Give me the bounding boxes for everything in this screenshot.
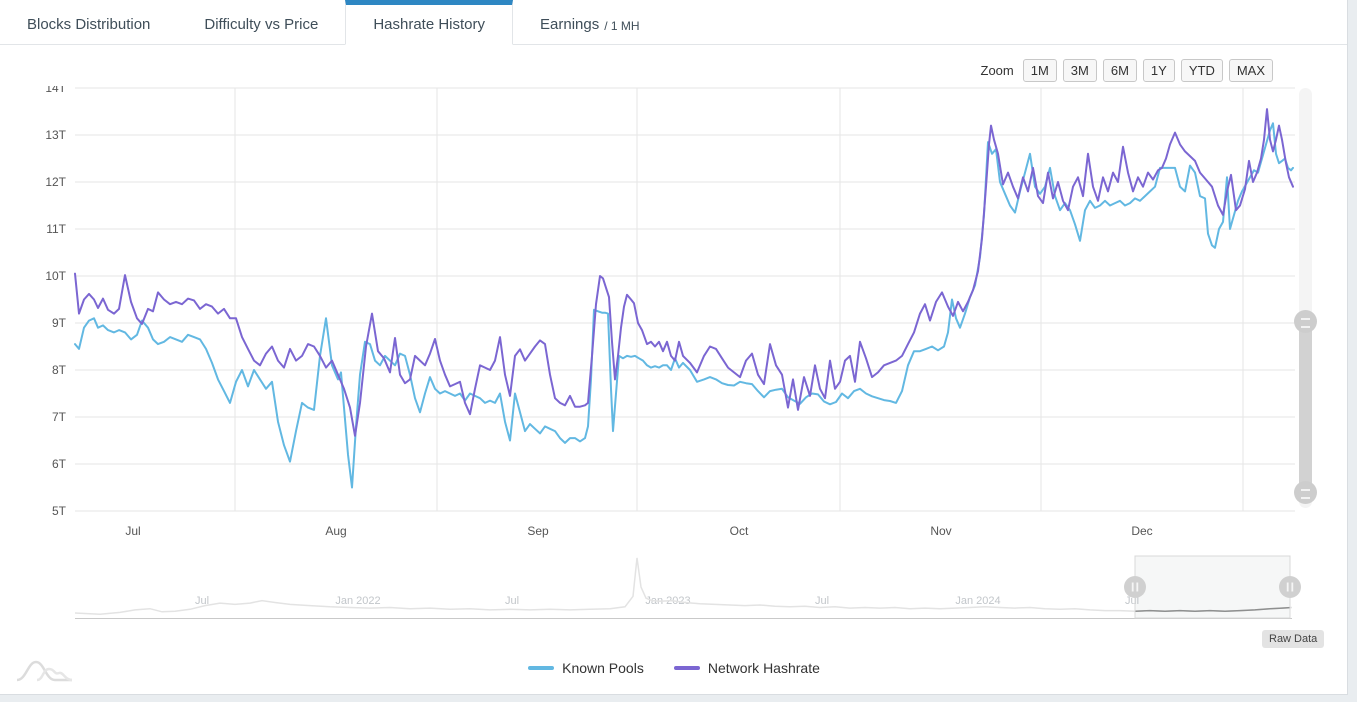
tab-difficulty-vs-price[interactable]: Difficulty vs Price — [177, 0, 345, 44]
highcharts-logo — [16, 660, 73, 682]
legend-label: Network Hashrate — [707, 660, 820, 676]
svg-text:7T: 7T — [52, 410, 67, 424]
tab-earnings[interactable]: Earnings / 1 MH — [513, 0, 667, 44]
svg-text:Jan 2022: Jan 2022 — [335, 595, 380, 607]
zoom-button-6m[interactable]: 6M — [1102, 59, 1137, 82]
range-selector: Zoom 1M 3M 6M 1Y YTD MAX — [980, 59, 1273, 82]
tab-label: Hashrate History — [373, 16, 486, 33]
navigator-series — [74, 557, 1293, 616]
zoom-button-1m[interactable]: 1M — [1022, 59, 1057, 82]
svg-text:Aug: Aug — [325, 524, 346, 538]
tab-label: Difficulty vs Price — [204, 16, 319, 33]
svg-text:5T: 5T — [52, 504, 67, 518]
zoom-button-max[interactable]: MAX — [1228, 59, 1273, 82]
zoom-button-ytd[interactable]: YTD — [1180, 59, 1223, 82]
svg-text:6T: 6T — [52, 457, 67, 471]
zoom-button-1y[interactable]: 1Y — [1142, 59, 1175, 82]
svg-text:10T: 10T — [45, 269, 66, 283]
y-axis-slider-range[interactable] — [1299, 321, 1312, 492]
tab-label: Blocks Distribution — [27, 16, 151, 33]
svg-text:Jul: Jul — [505, 595, 519, 607]
svg-text:Jan 2024: Jan 2024 — [955, 595, 1000, 607]
svg-text:Dec: Dec — [1131, 524, 1152, 538]
navigator-handle-right[interactable] — [1279, 576, 1301, 598]
legend-item-known-pools[interactable]: Known Pools — [528, 660, 644, 676]
svg-text:9T: 9T — [52, 316, 67, 330]
zoom-button-3m[interactable]: 3M — [1062, 59, 1097, 82]
y-axis-slider-handle-top[interactable] — [1294, 310, 1317, 333]
y-axis-slider-handle-bottom[interactable] — [1294, 481, 1317, 504]
svg-text:12T: 12T — [45, 175, 66, 189]
svg-text:Nov: Nov — [930, 524, 951, 538]
zoom-label: Zoom — [980, 63, 1014, 78]
plot-area[interactable] — [75, 88, 1295, 511]
svg-text:Jul: Jul — [1125, 595, 1139, 607]
svg-text:11T: 11T — [46, 222, 66, 236]
navigator-selection[interactable] — [1134, 555, 1291, 619]
navigator-handle-left[interactable] — [1124, 576, 1146, 598]
legend-label: Known Pools — [562, 660, 644, 676]
label-clip — [34, 76, 74, 86]
tab-sublabel: / 1 MH — [604, 18, 640, 33]
tab-hashrate-history[interactable]: Hashrate History — [345, 0, 514, 45]
series-known-pools — [74, 122, 1294, 489]
zoom-buttons: 1M 3M 6M 1Y YTD MAX — [1022, 59, 1273, 82]
gridlines — [75, 87, 1295, 512]
svg-text:Jul: Jul — [815, 595, 829, 607]
legend-line-swatch — [673, 666, 700, 670]
svg-text:Oct: Oct — [730, 524, 749, 538]
series-network-hashrate — [74, 108, 1294, 437]
svg-text:8T: 8T — [52, 363, 67, 377]
chart-legend: Known Pools Network Hashrate — [0, 660, 1348, 676]
svg-text:Jul: Jul — [195, 595, 209, 607]
tab-bar: Blocks Distribution Difficulty vs Price Ha… — [0, 0, 1347, 45]
svg-text:13T: 13T — [45, 128, 66, 142]
raw-data-tooltip: Raw Data — [1262, 630, 1325, 648]
svg-text:Jul: Jul — [125, 524, 140, 538]
x-axis-labels: Jul Aug Sep Oct Nov Dec — [125, 524, 1152, 538]
tab-blocks-distribution[interactable]: Blocks Distribution — [0, 0, 177, 44]
legend-item-network-hashrate[interactable]: Network Hashrate — [673, 660, 820, 676]
tab-label: Earnings — [540, 16, 600, 33]
legend-line-swatch — [528, 666, 555, 670]
svg-text:Sep: Sep — [527, 524, 549, 538]
